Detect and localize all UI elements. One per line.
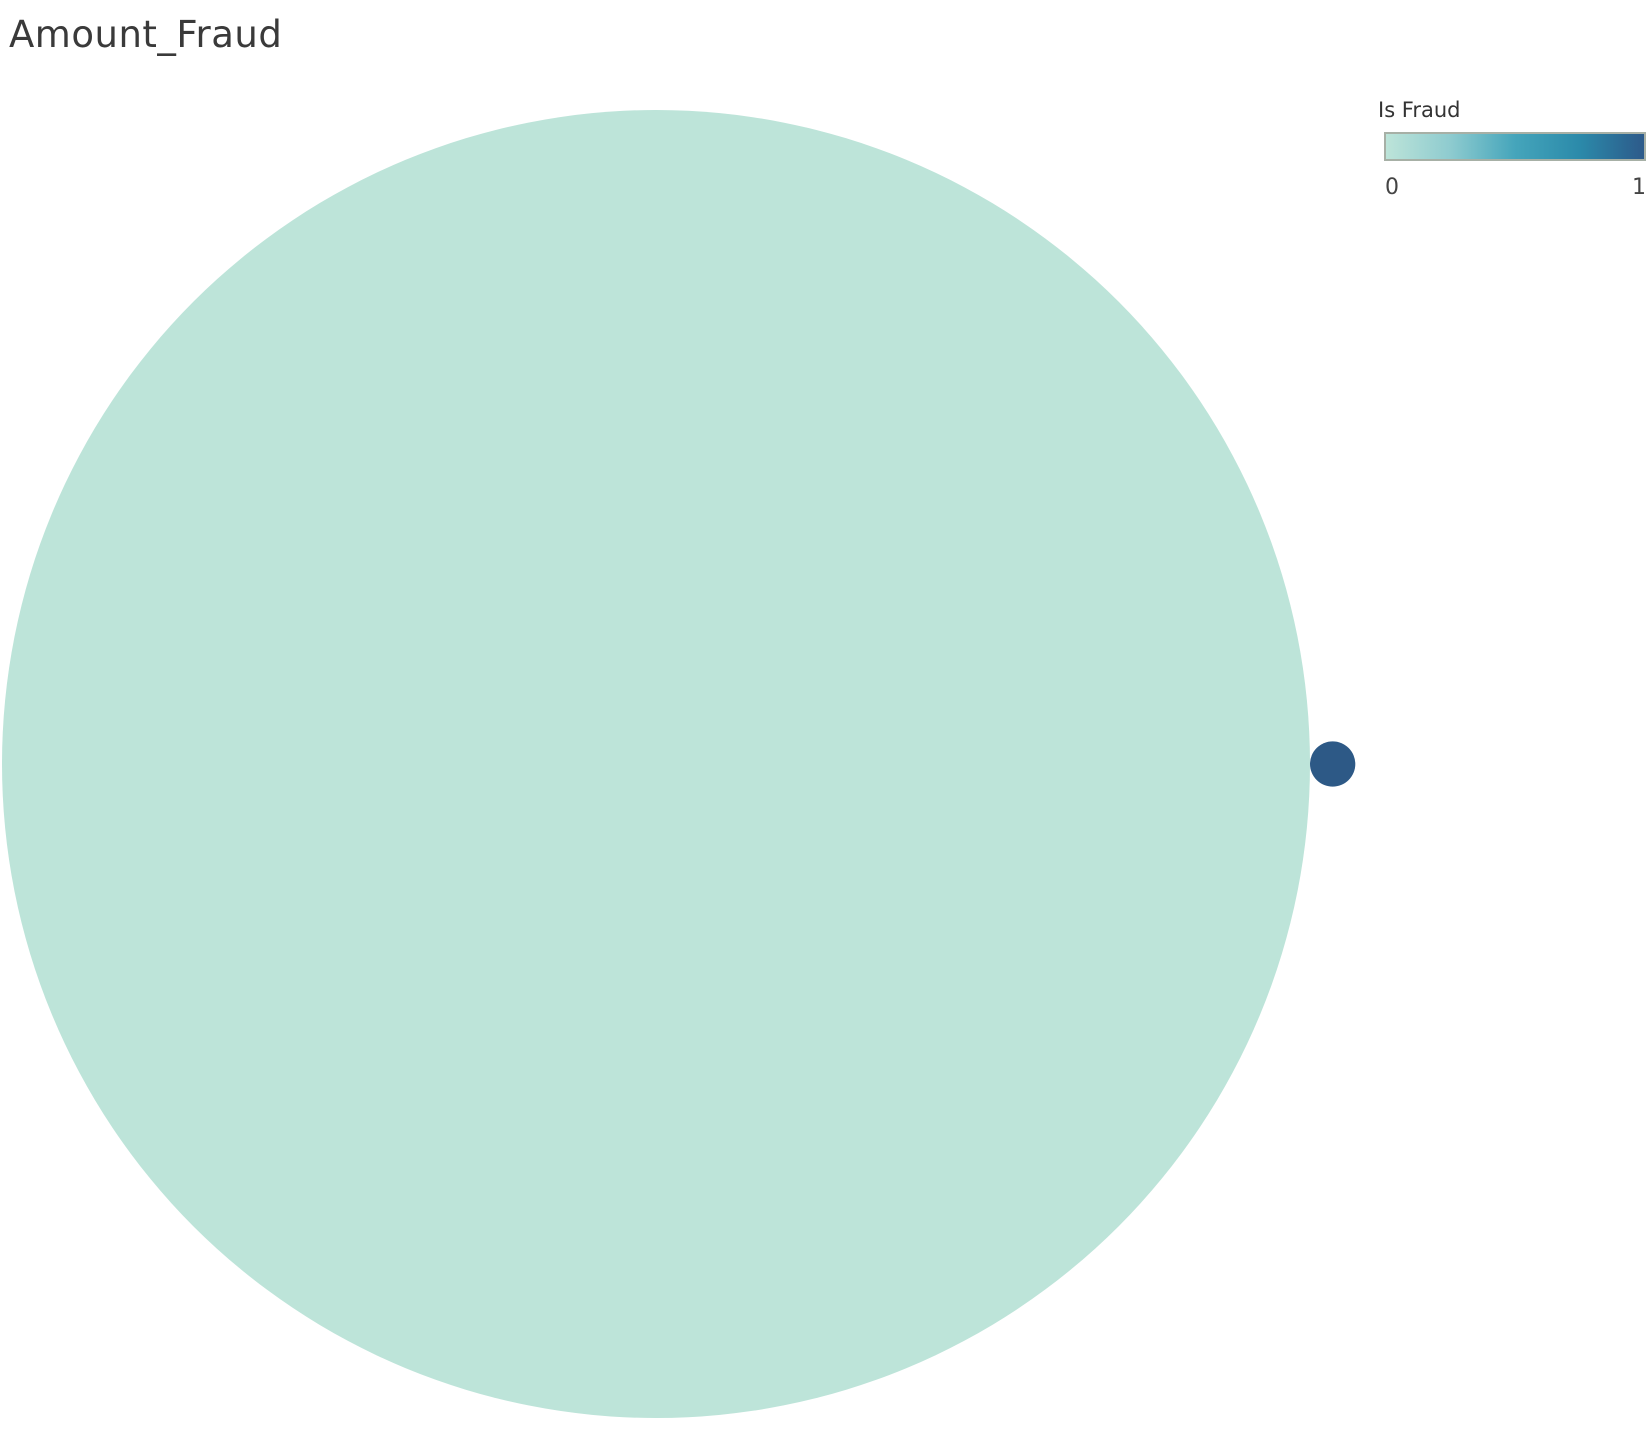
bubbles-group [2, 110, 1356, 1418]
legend-max-label: 1 [1632, 175, 1646, 200]
legend-title: Is Fraud [1378, 98, 1461, 122]
chart-title: Amount_Fraud [9, 13, 283, 56]
bubble-is-fraud-1[interactable] [1310, 741, 1356, 787]
legend-min-label: 0 [1385, 175, 1399, 200]
legend-color-ramp [1384, 132, 1646, 161]
bubble-is-fraud-0[interactable] [2, 110, 1310, 1418]
